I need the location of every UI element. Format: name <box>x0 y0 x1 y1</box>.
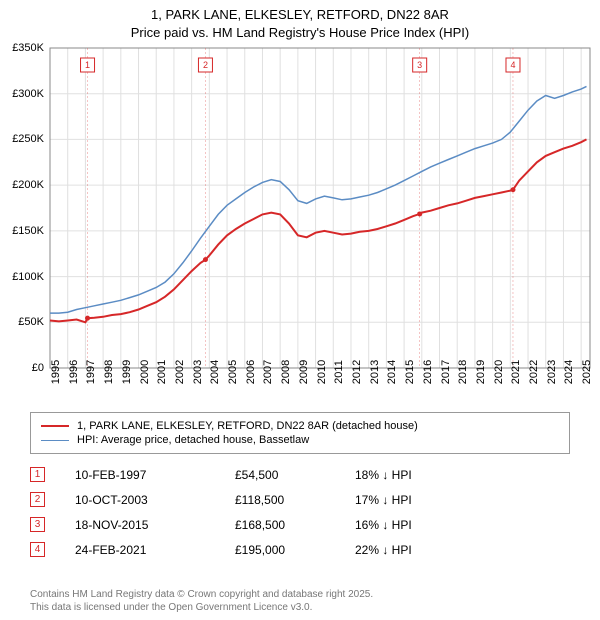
title-line2: Price paid vs. HM Land Registry's House … <box>0 24 600 42</box>
y-axis: £0£50K£100K£150K£200K£250K£300K£350K <box>0 48 48 368</box>
event-marker: 4 <box>30 542 45 557</box>
x-tick-label: 2022 <box>528 360 540 384</box>
event-price: £118,500 <box>235 493 355 507</box>
x-tick-label: 1996 <box>68 360 80 384</box>
y-tick-label: £200K <box>12 179 44 191</box>
x-tick-label: 2015 <box>404 360 416 384</box>
event-delta: 18% ↓ HPI <box>355 468 570 482</box>
footer-line1: Contains HM Land Registry data © Crown c… <box>30 588 570 601</box>
svg-text:3: 3 <box>417 60 422 70</box>
x-tick-label: 2014 <box>386 360 398 384</box>
y-tick-label: £50K <box>18 316 44 328</box>
x-tick-label: 2007 <box>262 360 274 384</box>
x-tick-label: 2023 <box>546 360 558 384</box>
x-tick-label: 2017 <box>440 360 452 384</box>
event-delta: 17% ↓ HPI <box>355 493 570 507</box>
event-row: 2 10-OCT-2003£118,50017% ↓ HPI <box>30 487 570 512</box>
x-tick-label: 2000 <box>139 360 151 384</box>
chart-svg: 1 2 3 4 <box>50 48 590 368</box>
x-tick-label: 2001 <box>156 360 168 384</box>
event-row: 4 24-FEB-2021£195,00022% ↓ HPI <box>30 537 570 562</box>
svg-text:1: 1 <box>85 60 90 70</box>
x-tick-label: 2005 <box>227 360 239 384</box>
x-axis: 1995199619971998199920002001200220032004… <box>50 368 590 408</box>
chart-title-block: 1, PARK LANE, ELKESLEY, RETFORD, DN22 8A… <box>0 0 600 41</box>
chart-plot-area: 1 2 3 4 <box>50 48 590 368</box>
title-line1: 1, PARK LANE, ELKESLEY, RETFORD, DN22 8A… <box>0 6 600 24</box>
legend-label: 1, PARK LANE, ELKESLEY, RETFORD, DN22 8A… <box>77 420 418 432</box>
footer-attribution: Contains HM Land Registry data © Crown c… <box>30 588 570 614</box>
y-tick-label: £300K <box>12 88 44 100</box>
event-marker: 2 <box>30 492 45 507</box>
y-tick-label: £250K <box>12 133 44 145</box>
event-marker: 1 <box>30 467 45 482</box>
y-tick-label: £100K <box>12 271 44 283</box>
legend-item: 1, PARK LANE, ELKESLEY, RETFORD, DN22 8A… <box>41 419 559 433</box>
svg-text:2: 2 <box>203 60 208 70</box>
footer-line2: This data is licensed under the Open Gov… <box>30 601 570 614</box>
x-tick-label: 2018 <box>457 360 469 384</box>
x-tick-label: 2024 <box>563 360 575 384</box>
event-date: 24-FEB-2021 <box>75 543 235 557</box>
legend: 1, PARK LANE, ELKESLEY, RETFORD, DN22 8A… <box>30 412 570 454</box>
x-tick-label: 2013 <box>369 360 381 384</box>
x-tick-label: 2006 <box>245 360 257 384</box>
x-tick-label: 2016 <box>422 360 434 384</box>
x-tick-label: 1998 <box>103 360 115 384</box>
event-date: 10-FEB-1997 <box>75 468 235 482</box>
x-tick-label: 2011 <box>333 360 345 384</box>
x-tick-label: 2009 <box>298 360 310 384</box>
x-tick-label: 2019 <box>475 360 487 384</box>
x-tick-label: 2008 <box>280 360 292 384</box>
event-delta: 16% ↓ HPI <box>355 518 570 532</box>
event-price: £54,500 <box>235 468 355 482</box>
x-tick-label: 1997 <box>85 360 97 384</box>
x-tick-label: 2004 <box>209 360 221 384</box>
events-table: 1 10-FEB-1997£54,50018% ↓ HPI 2 10-OCT-2003… <box>30 462 570 562</box>
event-price: £168,500 <box>235 518 355 532</box>
event-date: 18-NOV-2015 <box>75 518 235 532</box>
x-tick-label: 2021 <box>510 360 522 384</box>
x-tick-label: 2012 <box>351 360 363 384</box>
legend-swatch <box>41 425 69 427</box>
event-row: 1 10-FEB-1997£54,50018% ↓ HPI <box>30 462 570 487</box>
event-marker: 3 <box>30 517 45 532</box>
event-row: 3 18-NOV-2015£168,50016% ↓ HPI <box>30 512 570 537</box>
x-tick-label: 2020 <box>493 360 505 384</box>
svg-text:4: 4 <box>510 60 515 70</box>
x-tick-label: 1999 <box>121 360 133 384</box>
event-date: 10-OCT-2003 <box>75 493 235 507</box>
legend-swatch <box>41 440 69 441</box>
legend-item: HPI: Average price, detached house, Bass… <box>41 433 559 447</box>
y-tick-label: £0 <box>32 362 44 374</box>
y-tick-label: £350K <box>12 42 44 54</box>
x-tick-label: 2025 <box>581 360 593 384</box>
legend-label: HPI: Average price, detached house, Bass… <box>77 434 309 446</box>
x-tick-label: 2003 <box>192 360 204 384</box>
event-price: £195,000 <box>235 543 355 557</box>
x-tick-label: 2002 <box>174 360 186 384</box>
x-tick-label: 1995 <box>50 360 62 384</box>
y-tick-label: £150K <box>12 225 44 237</box>
series-hpi <box>50 86 587 313</box>
x-tick-label: 2010 <box>316 360 328 384</box>
event-delta: 22% ↓ HPI <box>355 543 570 557</box>
